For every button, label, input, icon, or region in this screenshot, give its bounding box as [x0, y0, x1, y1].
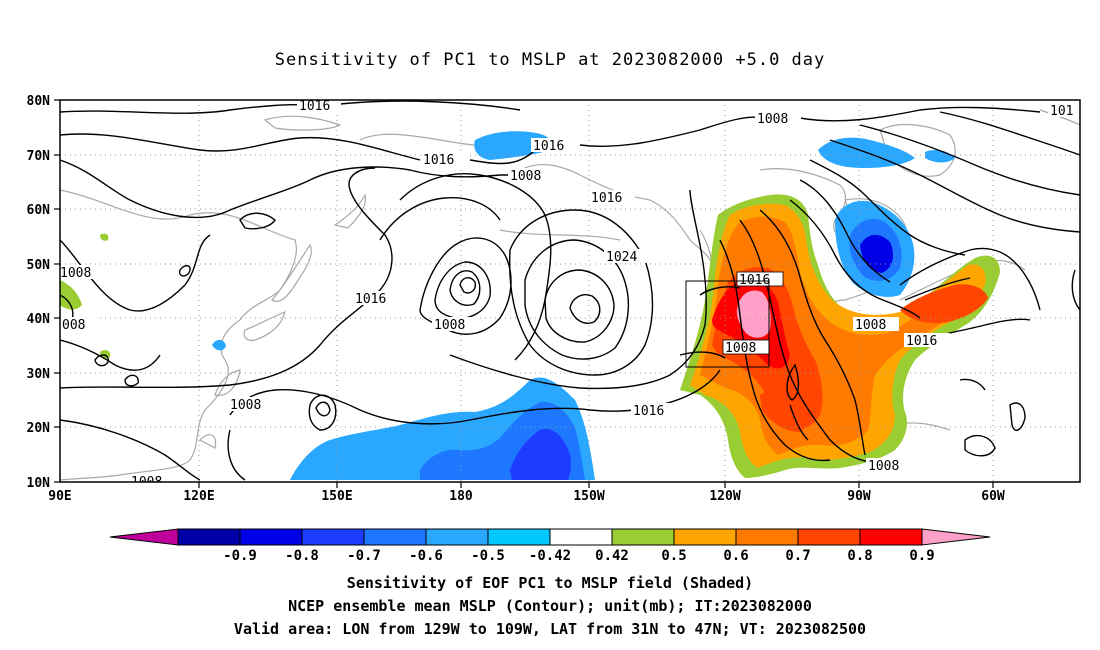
colorbar-swatch: [735, 528, 799, 546]
contour-label: 1016: [633, 404, 664, 419]
caption-line-1: Sensitivity of EOF PC1 to MSLP field (Sh…: [346, 574, 754, 592]
lon-tick-label: 60W: [981, 489, 1005, 504]
contour-label: 1008: [855, 318, 886, 333]
lon-tick-label: 150E: [321, 489, 352, 504]
caption-line-2: NCEP ensemble mean MSLP (Contour); unit(…: [288, 597, 812, 615]
colorbar-label: -0.42: [529, 548, 571, 564]
lat-tick-label: 80N: [27, 94, 51, 109]
colorbar-label: 0.9: [909, 548, 934, 564]
negative-sensitivity-shading: [212, 131, 955, 480]
contour-label: 1008: [725, 341, 756, 356]
colorbar-swatch: [673, 528, 737, 546]
colorbar-label: 0.8: [847, 548, 872, 564]
colorbar-label: 0.7: [785, 548, 810, 564]
colorbar-label: -0.7: [347, 548, 381, 564]
contour-label: 1016: [423, 153, 454, 168]
gridlines: [60, 100, 1080, 482]
lat-tick-label: 50N: [27, 258, 51, 273]
colorbar-label: 0.6: [723, 548, 748, 564]
lat-tick-label: 10N: [27, 476, 51, 491]
caption-line-3: Valid area: LON from 129W to 109W, LAT f…: [233, 620, 867, 638]
colorbar-swatch: [797, 528, 861, 546]
colorbar-label: 0.5: [661, 548, 686, 564]
colorbar-label: -0.6: [409, 548, 443, 564]
contour-label: 1024: [606, 250, 637, 265]
mslp-contours: [60, 100, 1080, 481]
figure-title: Sensitivity of PC1 to MSLP at 2023082000…: [274, 50, 826, 70]
contour-label: 101: [1050, 104, 1073, 119]
colorbar-swatch: [859, 528, 923, 546]
lon-axis: 90E 120E 150E 180 150W 120W 90W 60W: [48, 489, 1005, 504]
lon-ticks: [198, 482, 994, 488]
contour-label: 1008: [60, 266, 91, 281]
colorbar-swatch: [487, 528, 551, 546]
colorbar-label: 0.42: [595, 548, 629, 564]
colorbar-label: -0.5: [471, 548, 505, 564]
colorbar-swatch: [177, 528, 241, 546]
lon-tick-label: 120E: [183, 489, 214, 504]
contour-label: 1008: [757, 112, 788, 127]
colorbar-label: -0.8: [285, 548, 319, 564]
contour-label: 1016: [533, 139, 564, 154]
contour-label: 1008: [510, 169, 541, 184]
colorbar-labels: -0.9 -0.8 -0.7 -0.6 -0.5 -0.42 0.42 0.5 0.6 0.7 0.…: [223, 548, 935, 564]
colorbar-swatch: [425, 528, 489, 546]
colorbar-min-triangle: [109, 528, 179, 546]
lon-tick-label: 90E: [48, 489, 71, 504]
contour-label: 1008: [131, 475, 162, 490]
contour-label: 1008: [868, 459, 899, 474]
colorbar-swatch: [611, 528, 675, 546]
contour-label: 1016: [591, 191, 622, 206]
contour-label: 1016: [299, 99, 330, 114]
contour-label: 008: [62, 318, 85, 333]
lat-tick-label: 20N: [27, 421, 51, 436]
lat-ticks: [54, 99, 60, 483]
contour-label: 1016: [906, 334, 937, 349]
colorbar-swatch: [239, 528, 303, 546]
lat-tick-label: 30N: [27, 367, 51, 382]
colorbar: [109, 528, 991, 546]
lat-axis: 10N 20N 30N 40N 50N 60N 70N 80N: [27, 94, 51, 491]
lon-tick-label: 90W: [847, 489, 871, 504]
lat-tick-label: 60N: [27, 203, 51, 218]
colorbar-swatch: [549, 528, 613, 546]
colorbar-max-triangle: [921, 528, 991, 546]
colorbar-swatch: [301, 528, 365, 546]
contour-label: 1008: [434, 318, 465, 333]
colorbar-label: -0.9: [223, 548, 257, 564]
map-frame: [59, 99, 1081, 483]
lat-tick-label: 40N: [27, 312, 51, 327]
contour-label: 1016: [355, 292, 386, 307]
valid-area-box: [685, 280, 770, 368]
lat-tick-label: 70N: [27, 149, 51, 164]
colorbar-swatch: [363, 528, 427, 546]
lon-tick-label: 120W: [709, 489, 740, 504]
lon-tick-label: 180: [449, 489, 473, 504]
lon-tick-label: 150W: [573, 489, 604, 504]
contour-label: 1008: [230, 398, 261, 413]
